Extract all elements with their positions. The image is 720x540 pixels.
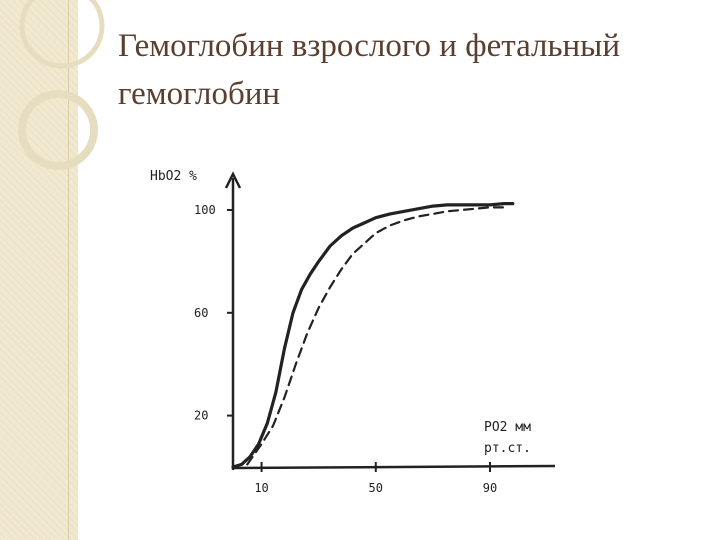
y-tick-label: 20 (194, 409, 208, 423)
y-axis-arrow (224, 171, 242, 189)
x-tick-label: 90 (483, 481, 497, 495)
x-axis (232, 464, 556, 470)
curve-adult-solid (231, 202, 515, 469)
side-strip-border (68, 0, 69, 540)
x-tick-label: 50 (369, 481, 383, 495)
decorative-side-strip (0, 0, 78, 540)
y-tick-label: 100 (194, 203, 216, 217)
x-axis-label-line1: PO2 мм (484, 420, 531, 435)
slide-title-line-2: гемоглобин (118, 76, 281, 112)
y-tick-label: 60 (194, 306, 208, 320)
slide-title-line-1: Гемоглобин взрослого и фетальный (118, 28, 621, 64)
slide-title: Гемоглобин взрослого и фетальный гемогло… (118, 22, 698, 118)
decorative-rings (18, 0, 105, 170)
x-tick-label: 10 (254, 481, 268, 495)
curve-fetal-dashed (246, 206, 506, 466)
y-axis-label: HbO2 % (150, 169, 197, 184)
x-axis-label-line2: рт.ст. (484, 441, 531, 456)
